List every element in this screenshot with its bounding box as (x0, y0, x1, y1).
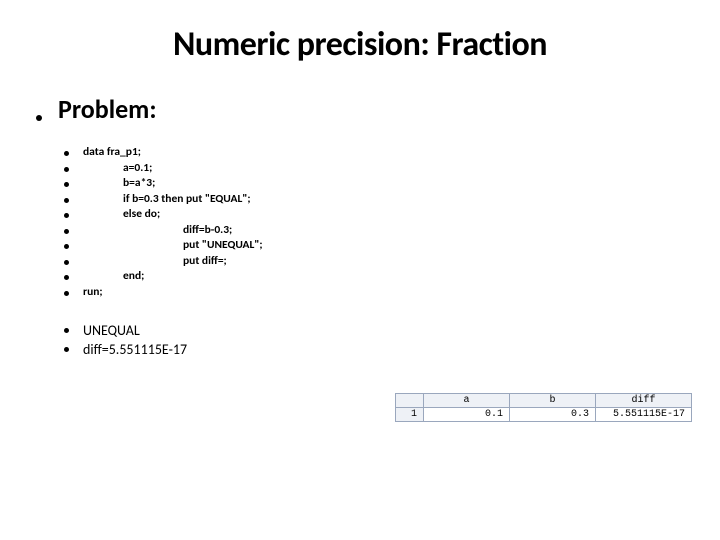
bullet-dot (64, 328, 69, 333)
table-row: 1 0.1 0.3 5.551115E-17 (396, 408, 692, 422)
table-header-cell: a (424, 394, 510, 408)
code-block: data fra_p1;a=0.1;b=a*3;if b=0.3 then pu… (36, 145, 684, 300)
code-line: if b=0.3 then put "EQUAL"; (83, 192, 251, 208)
code-line-row: run; (64, 285, 684, 301)
result-line: UNEQUAL (83, 322, 140, 341)
section-label: Problem: (58, 93, 157, 125)
result-line: diff=5.551115E-17 (83, 341, 187, 360)
table-header-row: a b diff (396, 394, 692, 408)
bullet-dot (64, 275, 69, 280)
code-line-row: diff=b-0.3; (64, 223, 684, 239)
table-header-cell: b (510, 394, 596, 408)
result-line-row: diff=5.551115E-17 (64, 341, 684, 360)
code-line: data fra_p1; (83, 145, 141, 161)
bullet-dot (64, 260, 69, 265)
code-line-row: b=a*3; (64, 176, 684, 192)
table-cell: 5.551115E-17 (596, 408, 692, 422)
bullet-dot (64, 291, 69, 296)
code-line-row: else do; (64, 207, 684, 223)
code-line-row: data fra_p1; (64, 145, 684, 161)
table-header-cell (396, 394, 424, 408)
code-line: end; (83, 269, 144, 285)
bullet-dot (64, 244, 69, 249)
code-line: b=a*3; (83, 176, 155, 192)
bullet-dot (64, 213, 69, 218)
bullet-dot (64, 151, 69, 156)
table-cell: 0.1 (424, 408, 510, 422)
section-row: Problem: (36, 93, 684, 143)
code-line-row: if b=0.3 then put "EQUAL"; (64, 192, 684, 208)
bullet-dot (64, 182, 69, 187)
code-line: run; (83, 285, 103, 301)
table-cell: 0.3 (510, 408, 596, 422)
table-cell-rownum: 1 (396, 408, 424, 422)
bullet-dot (64, 167, 69, 172)
result-block: UNEQUALdiff=5.551115E-17 (36, 322, 684, 360)
code-line: put diff=; (83, 254, 227, 270)
bullet-dot (64, 198, 69, 203)
code-line-row: put "UNEQUAL"; (64, 238, 684, 254)
slide-title: Numeric precision: Fraction (36, 24, 684, 65)
code-line-row: put diff=; (64, 254, 684, 270)
code-line: else do; (83, 207, 160, 223)
table-header-cell: diff (596, 394, 692, 408)
bullet-dot (36, 115, 42, 121)
bullet-dot (64, 347, 69, 352)
code-line-row: a=0.1; (64, 161, 684, 177)
code-line: a=0.1; (83, 161, 152, 177)
code-line: diff=b-0.3; (83, 223, 232, 239)
code-line: put "UNEQUAL"; (83, 238, 263, 254)
bullet-dot (64, 229, 69, 234)
data-table: a b diff 1 0.1 0.3 5.551115E-17 (395, 393, 692, 422)
data-table-wrap: a b diff 1 0.1 0.3 5.551115E-17 (395, 393, 692, 422)
code-line-row: end; (64, 269, 684, 285)
result-line-row: UNEQUAL (64, 322, 684, 341)
